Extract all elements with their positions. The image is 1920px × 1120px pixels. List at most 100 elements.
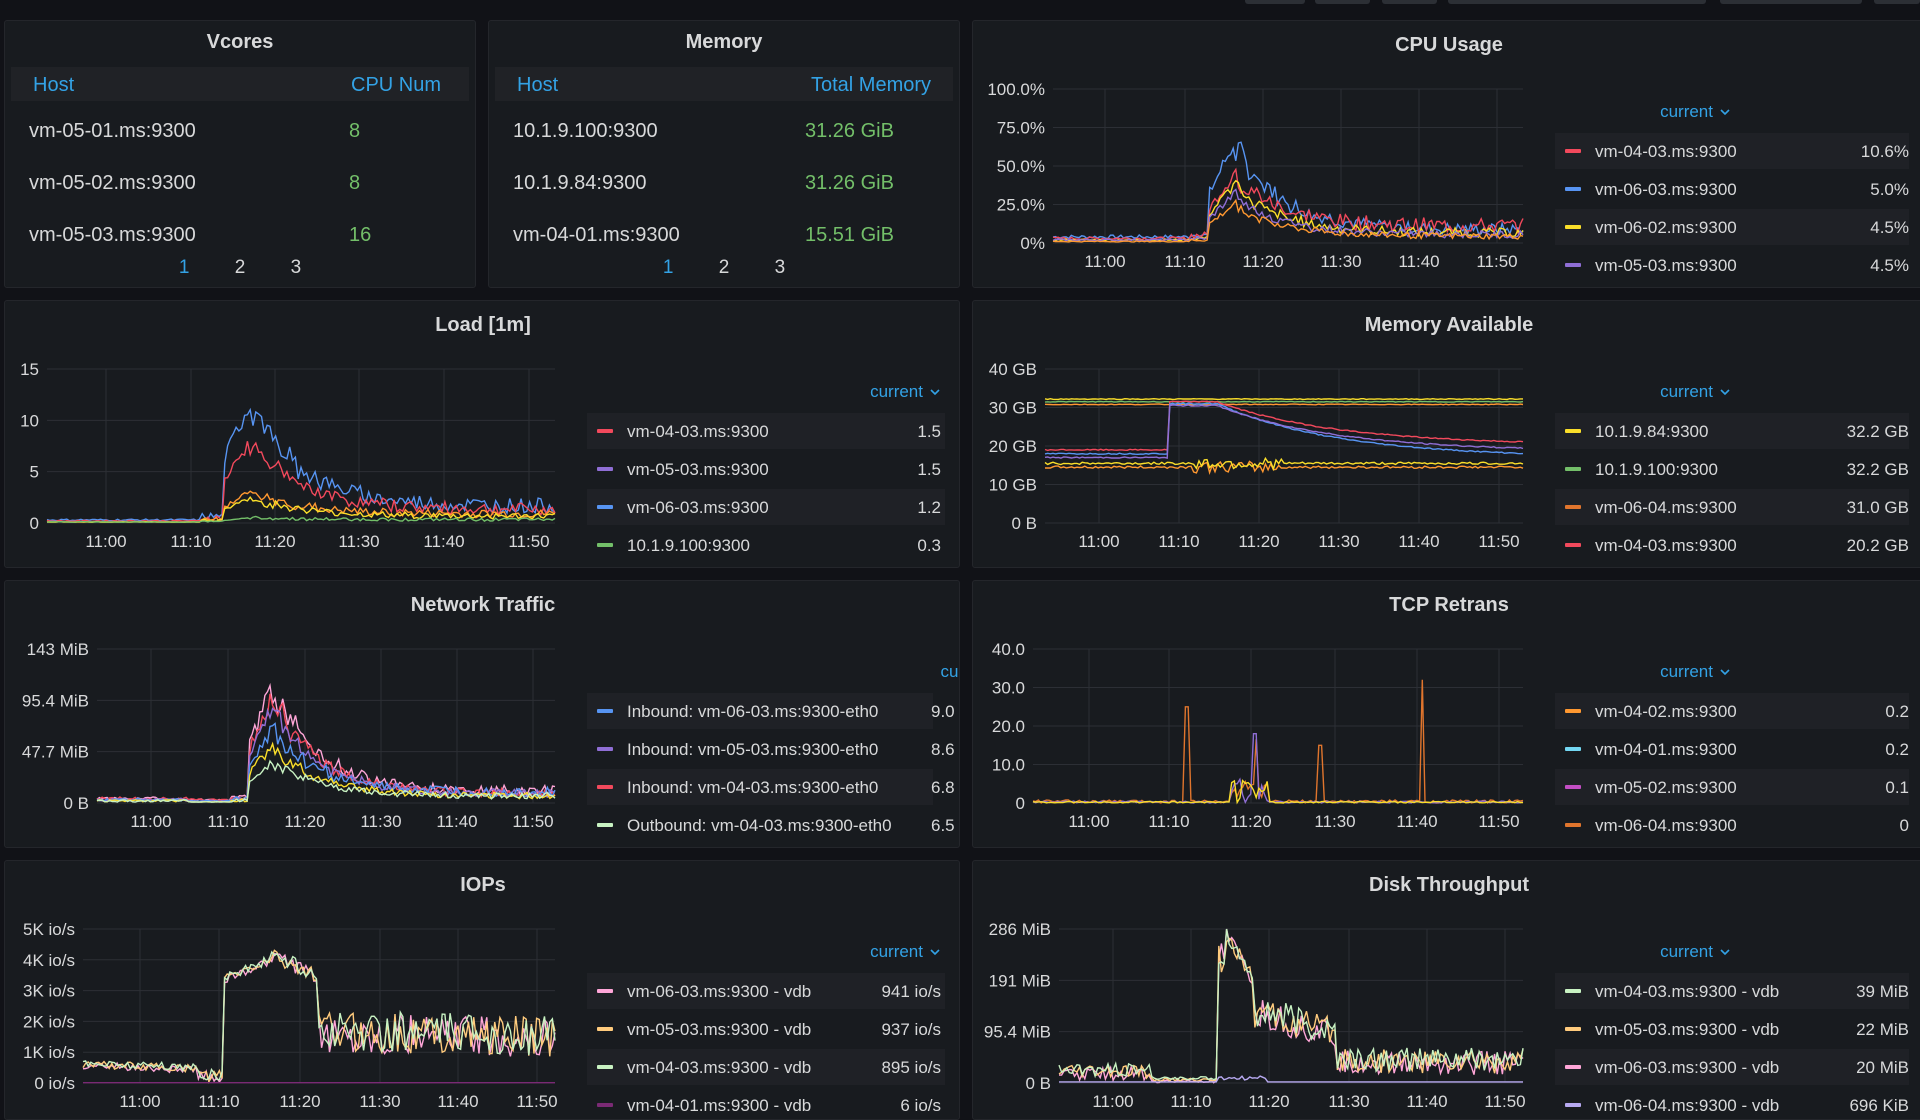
chevron-down-icon[interactable] <box>1720 669 1730 676</box>
legend-series-name[interactable]: vm-05-03.ms:9300 <box>627 460 769 479</box>
legend-color-marker[interactable] <box>597 1027 613 1031</box>
legend-series-name[interactable]: vm-04-02.ms:9300 <box>1595 702 1737 721</box>
chevron-down-icon[interactable] <box>1720 109 1730 116</box>
legend-color-marker[interactable] <box>1565 149 1581 153</box>
time-range-picker[interactable] <box>1448 0 1706 4</box>
x-tick-label: 11:10 <box>1158 532 1199 551</box>
legend-series-name[interactable]: vm-04-03.ms:9300 <box>1595 142 1737 161</box>
value-cell: 8 <box>349 172 361 194</box>
legend-series-name[interactable]: vm-06-04.ms:9300 <box>1595 816 1737 835</box>
series-line <box>1059 1075 1523 1083</box>
legend-color-marker[interactable] <box>597 467 613 471</box>
column-header-total-memory[interactable]: Total Memory <box>811 74 932 96</box>
legend-color-marker[interactable] <box>1565 429 1581 433</box>
legend-color-marker[interactable] <box>1565 785 1581 789</box>
chevron-down-icon[interactable] <box>930 389 940 396</box>
page-2-link[interactable]: 2 <box>234 257 246 278</box>
legend-series-name[interactable]: vm-05-03.ms:9300 - vdb <box>627 1020 811 1039</box>
y-tick-label: 3K io/s <box>23 982 75 1001</box>
legend-series-name[interactable]: vm-06-03.ms:9300 - vdb <box>627 982 811 1001</box>
legend-sort-current[interactable]: currei <box>940 662 960 681</box>
legend-color-marker[interactable] <box>1565 263 1581 267</box>
legend-series-name[interactable]: vm-04-03.ms:9300 <box>1595 536 1737 555</box>
chevron-down-icon[interactable] <box>1720 389 1730 396</box>
legend-color-marker[interactable] <box>597 747 613 751</box>
legend-color-marker[interactable] <box>1565 747 1581 751</box>
panel-title: Memory Available <box>1365 314 1534 336</box>
legend-current-value: 0.2 <box>1885 702 1909 721</box>
legend-series-name[interactable]: vm-04-03.ms:9300 - vdb <box>1595 982 1779 1001</box>
page-1-link[interactable]: 1 <box>178 257 190 278</box>
legend-series-name[interactable]: Inbound: vm-06-03.ms:9300-eth0 <box>627 702 878 721</box>
legend-row-bg <box>587 413 945 449</box>
x-tick-label: 11:10 <box>1164 252 1205 271</box>
page-3-link[interactable]: 3 <box>290 257 302 278</box>
legend-series-name[interactable]: vm-06-03.ms:9300 <box>627 498 769 517</box>
panel-title: IOPs <box>460 874 506 896</box>
legend-sort-current[interactable]: current <box>870 382 923 401</box>
legend-series-name[interactable]: Inbound: vm-04-03.ms:9300-eth0 <box>627 778 878 797</box>
legend-color-marker[interactable] <box>1565 1103 1581 1107</box>
legend-series-name[interactable]: vm-06-03.ms:9300 - vdb <box>1595 1058 1779 1077</box>
memory-panel: Memory Host Total Memory 10.1.9.100:9300… <box>488 20 960 288</box>
legend-color-marker[interactable] <box>1565 989 1581 993</box>
x-tick-label: 11:30 <box>1320 252 1361 271</box>
legend-color-marker[interactable] <box>597 785 613 789</box>
x-tick-label: 11:00 <box>1092 1092 1133 1111</box>
legend-color-marker[interactable] <box>1565 467 1581 471</box>
legend-series-name[interactable]: vm-04-03.ms:9300 <box>627 422 769 441</box>
legend-color-marker[interactable] <box>597 989 613 993</box>
toolbar-button[interactable] <box>1874 0 1920 4</box>
legend-color-marker[interactable] <box>597 1065 613 1069</box>
legend-current-value: 4.5% <box>1870 218 1909 237</box>
legend-color-marker[interactable] <box>1565 225 1581 229</box>
y-tick-label: 286 MiB <box>989 920 1051 939</box>
legend-series-name[interactable]: 10.1.9.100:9300 <box>1595 460 1718 479</box>
legend-series-name[interactable]: vm-05-02.ms:9300 <box>1595 778 1737 797</box>
legend-color-marker[interactable] <box>597 1103 613 1107</box>
page-1-link[interactable]: 1 <box>662 257 674 278</box>
legend-series-name[interactable]: vm-06-04.ms:9300 - vdb <box>1595 1096 1779 1115</box>
chevron-down-icon[interactable] <box>1720 949 1730 956</box>
page-3-link[interactable]: 3 <box>774 257 786 278</box>
legend-series-name[interactable]: Outbound: vm-04-03.ms:9300-eth0 <box>627 816 892 835</box>
column-header-cpu-num[interactable]: CPU Num <box>351 74 442 96</box>
column-header-host[interactable]: Host <box>517 74 559 96</box>
page-2-link[interactable]: 2 <box>718 257 730 278</box>
legend-color-marker[interactable] <box>1565 543 1581 547</box>
legend-sort-current[interactable]: current <box>1660 942 1713 961</box>
toolbar-button[interactable] <box>1245 0 1305 4</box>
toolbar-button[interactable] <box>1382 0 1437 4</box>
refresh-picker[interactable] <box>1720 0 1862 4</box>
legend-sort-current[interactable]: current <box>1660 102 1713 121</box>
legend-color-marker[interactable] <box>1565 709 1581 713</box>
column-header-host[interactable]: Host <box>33 74 75 96</box>
toolbar-button[interactable] <box>1315 0 1370 4</box>
legend-series-name[interactable]: 10.1.9.100:9300 <box>627 536 750 555</box>
legend-current-value: 22 MiB <box>1856 1020 1909 1039</box>
legend-series-name[interactable]: 10.1.9.84:9300 <box>1595 422 1708 441</box>
legend-series-name[interactable]: vm-04-01.ms:9300 - vdb <box>627 1096 811 1115</box>
legend-color-marker[interactable] <box>1565 187 1581 191</box>
legend-series-name[interactable]: vm-06-02.ms:9300 <box>1595 218 1737 237</box>
legend-sort-current[interactable]: current <box>1660 662 1713 681</box>
legend-color-marker[interactable] <box>597 823 613 827</box>
legend-series-name[interactable]: vm-06-03.ms:9300 <box>1595 180 1737 199</box>
legend-color-marker[interactable] <box>1565 823 1581 827</box>
legend-color-marker[interactable] <box>597 505 613 509</box>
legend-sort-current[interactable]: current <box>1660 382 1713 401</box>
chevron-down-icon[interactable] <box>930 949 940 956</box>
legend-series-name[interactable]: vm-06-04.ms:9300 <box>1595 498 1737 517</box>
legend-color-marker[interactable] <box>1565 1027 1581 1031</box>
legend-series-name[interactable]: vm-04-03.ms:9300 - vdb <box>627 1058 811 1077</box>
legend-color-marker[interactable] <box>1565 1065 1581 1069</box>
legend-series-name[interactable]: vm-04-01.ms:9300 <box>1595 740 1737 759</box>
legend-series-name[interactable]: vm-05-03.ms:9300 <box>1595 256 1737 275</box>
legend-series-name[interactable]: Inbound: vm-05-03.ms:9300-eth0 <box>627 740 878 759</box>
legend-sort-current[interactable]: current <box>870 942 923 961</box>
legend-color-marker[interactable] <box>597 543 613 547</box>
legend-color-marker[interactable] <box>597 709 613 713</box>
legend-color-marker[interactable] <box>1565 505 1581 509</box>
legend-series-name[interactable]: vm-05-03.ms:9300 - vdb <box>1595 1020 1779 1039</box>
legend-color-marker[interactable] <box>597 429 613 433</box>
